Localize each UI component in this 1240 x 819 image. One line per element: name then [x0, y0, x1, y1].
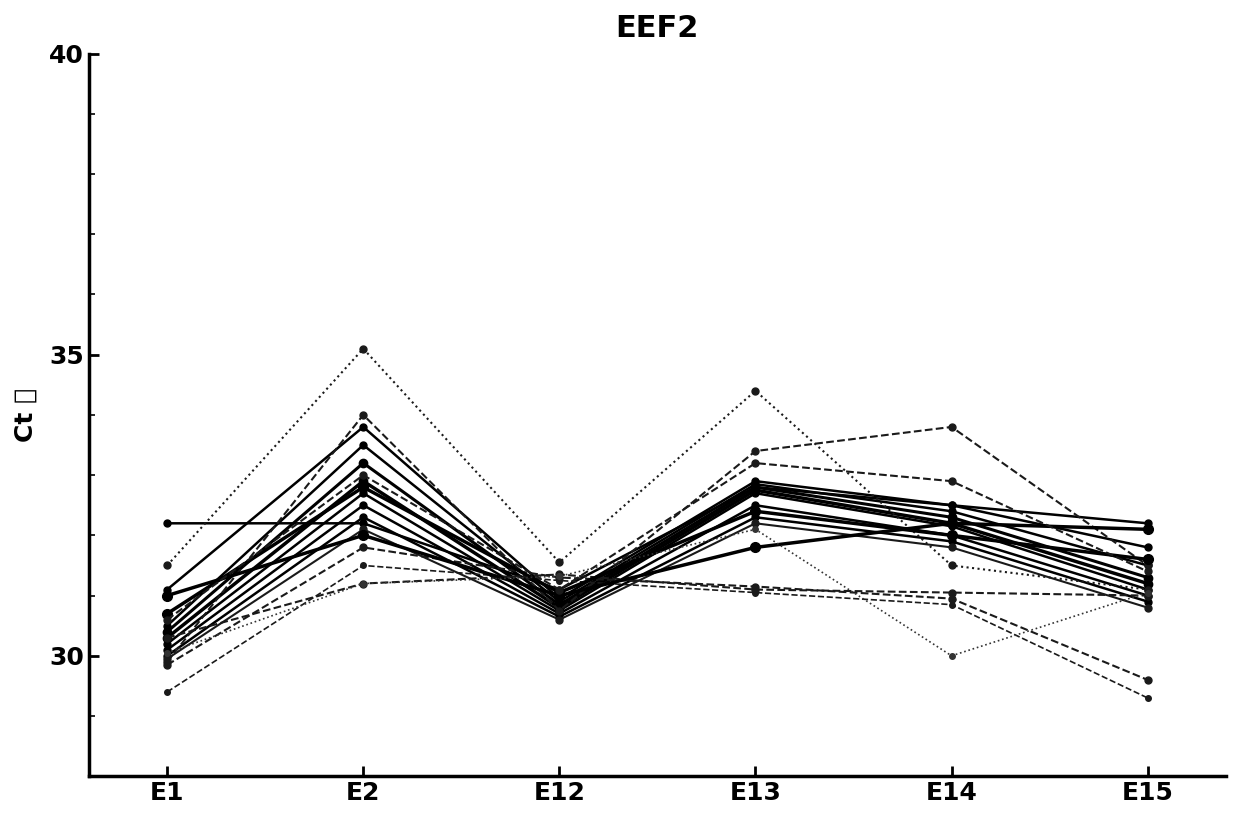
- Y-axis label: Ct 値: Ct 値: [14, 388, 38, 442]
- Title: EEF2: EEF2: [616, 14, 699, 43]
